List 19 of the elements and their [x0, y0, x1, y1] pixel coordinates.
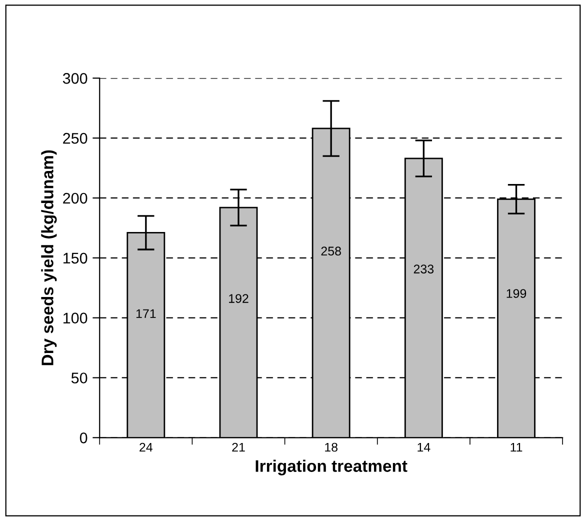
y-axis-title: Dry seeds yield (kg/dunam) [41, 150, 57, 366]
x-tick-label: 11 [510, 442, 522, 452]
data-label: 258 [321, 246, 341, 256]
data-label: 199 [506, 289, 526, 298]
y-tick-label: 50 [71, 372, 88, 384]
x-axis-title: Irrigation treatment [256, 460, 408, 476]
y-tick-label: 100 [63, 312, 88, 324]
y-tick-label: 0 [80, 432, 88, 444]
y-tick-label: 200 [63, 192, 88, 204]
data-label: 233 [414, 264, 434, 274]
y-tick-label: 300 [62, 73, 88, 84]
y-tick-label: 250 [63, 132, 88, 144]
x-tick-label: 21 [232, 442, 245, 452]
x-tick-label: 18 [325, 442, 338, 452]
y-tick-label: 150 [63, 252, 88, 264]
x-tick-label: 24 [140, 442, 152, 452]
data-label: 192 [229, 294, 248, 303]
data-label: 171 [136, 309, 156, 318]
x-tick-label: 14 [418, 442, 430, 452]
